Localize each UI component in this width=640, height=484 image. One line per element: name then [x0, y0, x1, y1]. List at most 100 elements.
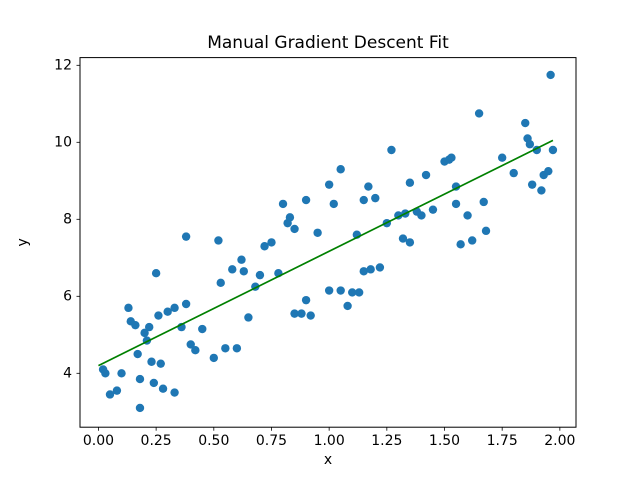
scatter-point — [145, 322, 154, 332]
scatter-point — [509, 168, 518, 178]
plot-frame-layer — [79, 57, 577, 428]
scatter-point — [306, 311, 315, 320]
scatter-point — [267, 238, 276, 247]
y-tick-label: 10 — [54, 134, 72, 150]
scatter-point — [158, 384, 168, 393]
scatter-point — [191, 346, 200, 355]
scatter-point — [209, 353, 219, 363]
scatter-point — [324, 286, 334, 295]
x-tick-label: 0.00 — [83, 433, 114, 449]
scatter-point — [101, 369, 110, 378]
x-tick-label: 0.75 — [256, 433, 287, 449]
scatter-point — [131, 320, 140, 330]
y-tick-label: 12 — [54, 57, 72, 73]
fit-line-layer — [98, 139, 554, 367]
x-tick-label: 0.25 — [141, 433, 172, 449]
scatter-point — [237, 255, 246, 264]
scatter-point — [232, 344, 242, 353]
scatter-point — [343, 301, 352, 311]
scatter-point — [228, 265, 237, 274]
scatter-point — [336, 165, 345, 174]
scatter-points — [98, 70, 558, 413]
scatter-point — [474, 109, 484, 118]
scatter-point — [181, 299, 191, 309]
scatter-point — [324, 180, 334, 189]
x-axis-label: x — [324, 452, 332, 468]
scatter-point — [290, 309, 299, 318]
x-tick-label: 2.00 — [544, 433, 575, 449]
scatter-point — [285, 213, 295, 222]
scatter-point — [301, 295, 311, 305]
scatter-point — [117, 369, 126, 378]
scatter-point — [198, 324, 207, 334]
scatter-point — [135, 403, 145, 413]
scatter-point — [186, 340, 195, 349]
chart-title: Manual Gradient Descent Fit — [207, 33, 449, 53]
scatter-point — [521, 118, 530, 128]
scatter-point — [359, 267, 368, 276]
scatter-point — [147, 357, 156, 366]
scatter-point — [260, 242, 269, 251]
scatter-point — [548, 145, 558, 155]
scatter-point — [297, 309, 306, 318]
x-tick-label: 1.75 — [487, 433, 518, 449]
scatter-point — [451, 199, 461, 209]
fit-line — [98, 139, 554, 367]
x-tick-label: 1.50 — [429, 433, 460, 449]
scatter-point — [447, 153, 456, 162]
scatter-point — [301, 195, 311, 205]
scatter-point — [221, 344, 230, 353]
axis-ticks: 0.00 0.25 0.50 0.75 1.00 1.25 1.50 1.75 2.00 4 6 8 1… — [54, 57, 575, 448]
scatter-point — [290, 224, 299, 234]
y-tick-label: 4 — [63, 365, 72, 381]
plot-frame — [79, 57, 577, 428]
scatter-point — [527, 180, 537, 189]
y-tick-label: 6 — [63, 288, 72, 304]
scatter-point — [216, 278, 225, 288]
scatter-point — [239, 267, 248, 276]
scatter-point — [371, 193, 380, 203]
scatter-point — [170, 303, 179, 313]
scatter-point — [359, 195, 368, 205]
scatter-point — [149, 378, 159, 388]
scatter-point — [479, 197, 488, 207]
scatter-point — [364, 182, 373, 191]
scatter-point — [255, 270, 265, 280]
scatter-point — [467, 236, 477, 245]
scatter-point — [456, 240, 465, 249]
scatter-point — [124, 303, 133, 313]
scatter-point — [278, 199, 288, 209]
scatter-point — [348, 288, 357, 297]
scatter-point — [354, 288, 364, 297]
scatter-point — [112, 386, 122, 395]
scatter-point — [154, 311, 163, 320]
scatter-point — [214, 236, 223, 245]
y-axis-label: y — [15, 238, 31, 246]
scatter-point — [140, 328, 149, 338]
scatter-point — [156, 359, 165, 368]
scatter-point — [163, 307, 172, 316]
scatter-point — [417, 211, 426, 220]
scatter-point — [181, 232, 191, 241]
scatter-point — [133, 349, 142, 359]
scatter-point — [481, 226, 491, 236]
scatter-point — [544, 166, 553, 176]
scatter-point — [398, 234, 408, 243]
scatter-point — [375, 263, 385, 272]
scatter-point — [135, 374, 145, 384]
scatter-point — [170, 388, 179, 397]
y-tick-label: 8 — [63, 211, 72, 227]
scatter-point — [151, 269, 161, 278]
scatter-point — [525, 140, 535, 149]
scatter-point — [105, 390, 115, 399]
scatter-point — [313, 228, 322, 237]
scatter-point — [387, 145, 396, 155]
x-tick-label: 1.00 — [314, 433, 345, 449]
x-tick-label: 1.25 — [371, 433, 402, 449]
scatter-point — [244, 313, 253, 322]
x-tick-label: 0.50 — [198, 433, 229, 449]
scatter-point — [336, 286, 345, 295]
scatter-point — [405, 178, 415, 187]
